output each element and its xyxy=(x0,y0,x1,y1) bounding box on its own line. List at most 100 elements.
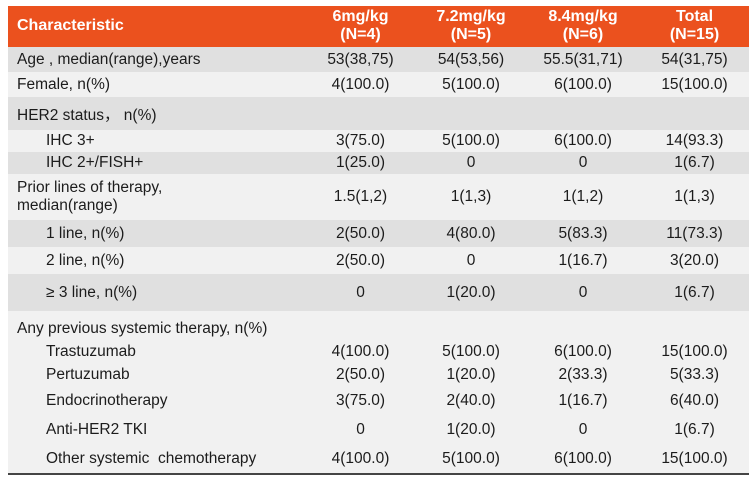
value-cell: 4(80.0) xyxy=(416,220,526,247)
value-cell xyxy=(305,311,416,340)
value-cell: 1(6.7) xyxy=(640,274,749,311)
row-label: Anti-HER2 TKI xyxy=(8,415,305,445)
value-cell: 54(53,56) xyxy=(416,47,526,72)
n-label: (N=5) xyxy=(450,26,492,43)
value-cell: 5(100.0) xyxy=(416,445,526,474)
value-cell: 11(73.3) xyxy=(640,220,749,247)
baseline-characteristics-table: Characteristic 6mg/kg (N=4) 7.2mg/kg (N=… xyxy=(8,6,749,475)
value-cell xyxy=(526,97,640,130)
value-cell: 4(100.0) xyxy=(305,72,416,97)
value-cell: 1(6.7) xyxy=(640,415,749,445)
header-col-7-2mgkg: 7.2mg/kg (N=5) xyxy=(416,6,526,47)
value-cell: 55.5(31,71) xyxy=(526,47,640,72)
row-label: IHC 2+/FISH+ xyxy=(8,152,305,174)
row-label: 2 line, n(%) xyxy=(8,247,305,274)
value-cell: 6(100.0) xyxy=(526,72,640,97)
table-row: IHC 3+ 3(75.0) 5(100.0) 6(100.0) 14(93.3) xyxy=(8,130,749,152)
value-cell: 15(100.0) xyxy=(640,340,749,364)
header-col-6mgkg: 6mg/kg (N=4) xyxy=(305,6,416,47)
row-label: IHC 3+ xyxy=(8,130,305,152)
row-label: Female, n(%) xyxy=(8,72,305,97)
value-cell: 0 xyxy=(305,415,416,445)
value-cell xyxy=(416,311,526,340)
value-cell: 1(16.7) xyxy=(526,387,640,415)
row-label: Pertuzumab xyxy=(8,364,305,387)
row-label: 1 line, n(%) xyxy=(8,220,305,247)
table-row: Other systemic chemotherapy 4(100.0) 5(100… xyxy=(8,445,749,474)
header-characteristic-label: Characteristic xyxy=(17,17,124,34)
value-cell: 6(100.0) xyxy=(526,445,640,474)
value-cell: 2(50.0) xyxy=(305,220,416,247)
characteristics-table: Characteristic 6mg/kg (N=4) 7.2mg/kg (N=… xyxy=(8,6,749,475)
value-cell: 0 xyxy=(526,152,640,174)
value-cell xyxy=(640,97,749,130)
value-cell: 6(100.0) xyxy=(526,130,640,152)
dose-label: 8.4mg/kg xyxy=(548,8,618,25)
value-cell: 0 xyxy=(416,152,526,174)
value-cell: 5(33.3) xyxy=(640,364,749,387)
value-cell: 14(93.3) xyxy=(640,130,749,152)
table-row: Endocrinotherapy 3(75.0) 2(40.0) 1(16.7) 6(4… xyxy=(8,387,749,415)
value-cell: 5(83.3) xyxy=(526,220,640,247)
value-cell: 53(38,75) xyxy=(305,47,416,72)
value-cell: 5(100.0) xyxy=(416,72,526,97)
value-cell: 0 xyxy=(526,415,640,445)
table-header: Characteristic 6mg/kg (N=4) 7.2mg/kg (N=… xyxy=(8,6,749,47)
value-cell: 1(20.0) xyxy=(416,274,526,311)
value-cell: 1.5(1,2) xyxy=(305,174,416,220)
value-cell: 15(100.0) xyxy=(640,72,749,97)
value-cell: 1(1,3) xyxy=(416,174,526,220)
n-label: (N=6) xyxy=(562,26,604,43)
value-cell: 1(1,2) xyxy=(526,174,640,220)
table-row: Trastuzumab 4(100.0) 5(100.0) 6(100.0) 15(10… xyxy=(8,340,749,364)
table-row: IHC 2+/FISH+ 1(25.0) 0 0 1(6.7) xyxy=(8,152,749,174)
dose-label: Total xyxy=(675,8,714,25)
value-cell: 2(50.0) xyxy=(305,364,416,387)
value-cell: 4(100.0) xyxy=(305,340,416,364)
value-cell: 1(25.0) xyxy=(305,152,416,174)
row-label: Other systemic chemotherapy xyxy=(8,445,305,474)
value-cell xyxy=(526,311,640,340)
value-cell: 2(33.3) xyxy=(526,364,640,387)
value-cell: 0 xyxy=(305,274,416,311)
value-cell: 1(20.0) xyxy=(416,415,526,445)
value-cell: 5(100.0) xyxy=(416,130,526,152)
value-cell: 6(40.0) xyxy=(640,387,749,415)
table-row: Female, n(%) 4(100.0) 5(100.0) 6(100.0) 15(1… xyxy=(8,72,749,97)
header-col-8-4mgkg: 8.4mg/kg (N=6) xyxy=(526,6,640,47)
table-row: 1 line, n(%) 2(50.0) 4(80.0) 5(83.3) 11(73.3… xyxy=(8,220,749,247)
header-row: Characteristic 6mg/kg (N=4) 7.2mg/kg (N=… xyxy=(8,6,749,47)
row-label: Age , median(range),years xyxy=(8,47,305,72)
table-row: Age , median(range),years 53(38,75) 54(53,… xyxy=(8,47,749,72)
value-cell xyxy=(416,97,526,130)
value-cell: 1(16.7) xyxy=(526,247,640,274)
row-label: Any previous systemic therapy, n(%) xyxy=(8,311,305,340)
value-cell: 3(20.0) xyxy=(640,247,749,274)
row-label: Prior lines of therapy, median(range) xyxy=(8,174,305,220)
value-cell: 1(20.0) xyxy=(416,364,526,387)
table-row: HER2 status， n(%) xyxy=(8,97,749,130)
dose-label: 7.2mg/kg xyxy=(436,8,506,25)
row-label: HER2 status， n(%) xyxy=(8,97,305,130)
n-label: (N=15) xyxy=(669,26,720,43)
value-cell: 6(100.0) xyxy=(526,340,640,364)
value-cell: 2(40.0) xyxy=(416,387,526,415)
dose-label: 6mg/kg xyxy=(332,8,389,25)
value-cell: 3(75.0) xyxy=(305,130,416,152)
header-characteristic: Characteristic xyxy=(8,6,305,47)
table-body: Age , median(range),years 53(38,75) 54(53,… xyxy=(8,47,749,474)
table-row: ≥ 3 line, n(%) 0 1(20.0) 0 1(6.7) xyxy=(8,274,749,311)
value-cell: 0 xyxy=(526,274,640,311)
value-cell: 5(100.0) xyxy=(416,340,526,364)
table-row: Any previous systemic therapy, n(%) xyxy=(8,311,749,340)
table-row: 2 line, n(%) 2(50.0) 0 1(16.7) 3(20.0) xyxy=(8,247,749,274)
value-cell xyxy=(640,311,749,340)
row-label: ≥ 3 line, n(%) xyxy=(8,274,305,311)
header-col-total: Total (N=15) xyxy=(640,6,749,47)
value-cell: 2(50.0) xyxy=(305,247,416,274)
value-cell: 15(100.0) xyxy=(640,445,749,474)
table-row: Prior lines of therapy, median(range) 1.5… xyxy=(8,174,749,220)
value-cell: 1(6.7) xyxy=(640,152,749,174)
value-cell: 0 xyxy=(416,247,526,274)
value-cell xyxy=(305,97,416,130)
